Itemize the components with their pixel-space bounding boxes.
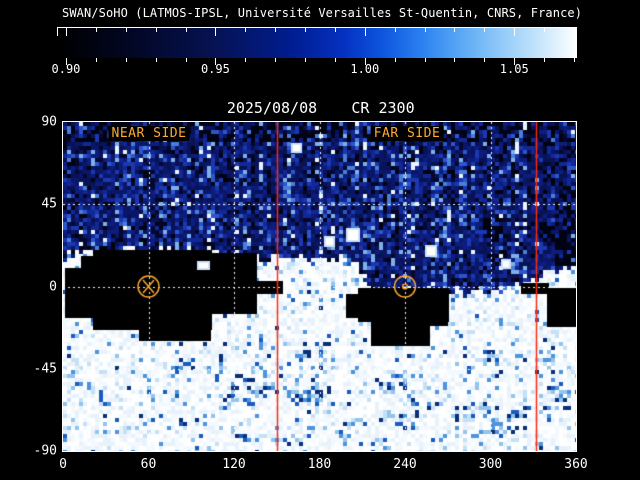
y-tick-label: 45 [41,196,57,212]
colorbar-tick [514,28,515,36]
y-tick-label: 0 [49,279,57,294]
y-tick-label: 90 [41,114,57,130]
sky-map-frame [62,121,577,452]
colorbar-tick [245,28,246,32]
colorbar-tick [126,28,127,32]
colorbar-tick-label: 0.95 [200,62,230,76]
y-tick-label: -45 [33,361,57,377]
colorbar-tick [245,58,246,62]
colorbar-tick [156,58,157,62]
carrington-rotation: CR 2300 [351,99,415,117]
far-side-label: FAR SIDE [370,126,444,141]
colorbar-tick [425,28,426,32]
colorbar-tick [96,58,97,62]
colorbar-tick [335,28,336,32]
colorbar-tick [395,28,396,32]
colorbar-gradient [57,27,577,58]
colorbar-tick [544,58,545,62]
x-tick-label: 300 [478,457,503,472]
x-tick-label: 120 [222,457,246,472]
colorbar-top-border [57,27,577,28]
colorbar-tick [305,58,306,62]
colorbar-tick [66,28,67,36]
colorbar-tick [186,28,187,32]
x-tick-label: 240 [393,457,417,472]
colorbar-tick [215,58,216,65]
colorbar-tick [576,28,577,36]
colorbar-tick-label: 1.00 [350,62,380,76]
colorbar-tick [574,58,575,62]
colorbar-tick [57,28,58,36]
colorbar-tick [335,58,336,62]
colorbar-tick [544,28,545,32]
sky-map-canvas [63,122,576,451]
colorbar-tick [186,58,187,62]
colorbar-tick-label: 1.05 [499,62,529,76]
colorbar-tick [275,58,276,62]
colorbar-tick [215,28,216,36]
page-title: SWAN/SoHO (LATMOS-IPSL, Université Versa… [62,6,583,20]
x-tick-label: 60 [140,457,157,472]
colorbar-tick [454,28,455,32]
colorbar-tick [514,58,515,65]
colorbar-tick [66,58,67,65]
colorbar-tick [156,28,157,32]
x-tick-label: 0 [59,457,67,472]
colorbar-tick [454,58,455,62]
colorbar-tick [484,58,485,62]
x-tick-label: 360 [564,457,588,472]
colorbar-tick-label: 0.90 [51,62,81,76]
near-side-label: NEAR SIDE [108,126,190,141]
colorbar-tick [126,58,127,62]
x-tick-label: 180 [307,457,332,472]
colorbar-tick [365,28,366,36]
map-date: 2025/08/08 [226,99,318,117]
colorbar-tick [574,28,575,32]
colorbar-tick [484,28,485,32]
colorbar-tick [96,28,97,32]
colorbar-tick [365,58,366,65]
colorbar-tick [425,58,426,62]
colorbar-tick [305,28,306,32]
colorbar-tick [395,58,396,62]
y-tick-label: -90 [33,443,57,459]
colorbar-tick [275,28,276,32]
